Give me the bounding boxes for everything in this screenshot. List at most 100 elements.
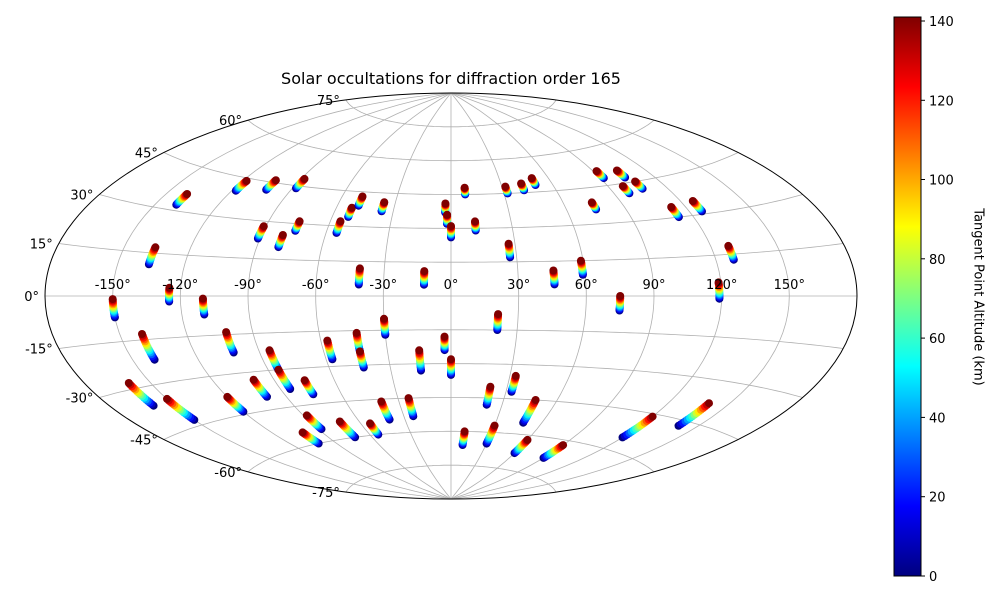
colorbar-tick-label: 20 <box>929 491 946 506</box>
occultation-track <box>576 256 587 279</box>
track-point <box>295 217 304 226</box>
occultation-track <box>612 166 630 182</box>
latitude-tick-label: -45° <box>130 434 158 449</box>
longitude-gridline <box>382 92 452 500</box>
track-point <box>165 283 174 292</box>
track-point <box>443 210 452 219</box>
colorbar-tick-label: 60 <box>929 332 946 347</box>
longitude-tick-label: 90° <box>642 278 665 293</box>
latitude-tick-label: -30° <box>66 392 94 407</box>
longitude-tick-label: 60° <box>575 278 598 293</box>
track-point <box>380 314 388 323</box>
occultation-track <box>302 411 326 434</box>
longitude-tick-label: -120° <box>162 278 198 293</box>
track-point <box>108 295 117 304</box>
occultation-track <box>380 314 390 339</box>
track-point <box>517 179 526 188</box>
track-point <box>415 346 424 355</box>
occultation-track <box>501 182 512 198</box>
colorbar-tick-label: 40 <box>929 411 946 426</box>
occultation-track <box>404 394 418 421</box>
track-point <box>138 330 146 338</box>
occultation-track <box>674 399 713 430</box>
colorbar-tick-label: 140 <box>929 15 954 30</box>
track-point <box>612 166 621 175</box>
track-point <box>527 174 536 183</box>
occultation-track <box>300 376 318 399</box>
track-point <box>714 278 723 287</box>
track-point <box>298 428 307 437</box>
colorbar-tick-label: 100 <box>929 174 954 189</box>
occultation-track <box>688 197 706 216</box>
occultation-track <box>172 190 192 209</box>
track-point <box>271 176 280 185</box>
track-point <box>352 328 361 337</box>
track-point <box>265 346 274 355</box>
track-point <box>198 294 207 303</box>
track-point <box>300 376 309 385</box>
occultation-track <box>592 167 608 183</box>
track-point <box>335 417 344 426</box>
longitude-tick-label: -30° <box>369 278 397 293</box>
track-point <box>278 231 287 239</box>
occultation-track <box>291 217 304 235</box>
occultation-track <box>165 283 174 306</box>
longitude-gridline <box>450 92 790 500</box>
occultation-track <box>447 355 455 379</box>
colorbar-tick-label: 80 <box>929 253 946 268</box>
occultation-track <box>298 428 323 448</box>
occultation-track <box>138 330 159 364</box>
occultation-track <box>253 222 268 243</box>
longitude-tick-label: 30° <box>507 278 530 293</box>
track-point <box>501 182 510 191</box>
track-point <box>688 197 697 205</box>
track-point <box>355 347 364 356</box>
occultation-track <box>441 199 450 217</box>
occultation-track <box>519 396 540 427</box>
track-point <box>183 190 192 198</box>
latitude-tick-label: 30° <box>70 189 93 204</box>
occultation-track <box>460 183 470 199</box>
occultation-track <box>163 394 199 424</box>
occultation-track <box>539 441 568 462</box>
longitude-gridline <box>315 92 452 500</box>
occultation-track <box>493 310 503 334</box>
longitude-tick-label: -90° <box>234 278 262 293</box>
occultation-track <box>447 222 455 242</box>
track-point <box>447 355 455 364</box>
track-point <box>440 332 449 341</box>
track-point <box>259 222 268 231</box>
occultation-track <box>262 176 280 194</box>
track-point <box>667 203 676 211</box>
occultation-track <box>549 266 559 289</box>
occultation-track <box>724 241 738 264</box>
track-point <box>124 379 133 387</box>
track-point <box>347 203 356 212</box>
occultation-track <box>377 397 394 424</box>
longitude-gridline <box>450 92 655 500</box>
track-point <box>336 217 345 226</box>
occultation-track <box>344 203 356 221</box>
track-point <box>447 222 455 231</box>
longitude-tick-label: -150° <box>95 278 131 293</box>
graticule <box>45 92 857 500</box>
latitude-tick-label: -60° <box>214 466 242 481</box>
occultation-track <box>504 239 515 262</box>
track-point <box>404 394 413 403</box>
occultation-track <box>440 332 449 355</box>
latitude-tick-label: 0° <box>24 290 39 305</box>
occultation-track <box>249 375 271 401</box>
track-point <box>302 411 311 420</box>
track-point <box>377 397 386 406</box>
latitude-tick-label: -15° <box>25 343 53 358</box>
longitude-tick-label: 0° <box>444 278 459 293</box>
chart-title: Solar occultations for diffraction order… <box>281 69 621 88</box>
track-point <box>366 419 374 428</box>
track-point <box>576 256 585 265</box>
track-point <box>420 267 429 276</box>
track-point <box>380 198 389 207</box>
longitude-tick-label: 120° <box>706 278 737 293</box>
occultation-track <box>587 198 601 214</box>
longitude-tick-labels: -150° -120° -90° -60° -30° 0° 30° 60° 90° 120° 150… <box>95 278 805 293</box>
